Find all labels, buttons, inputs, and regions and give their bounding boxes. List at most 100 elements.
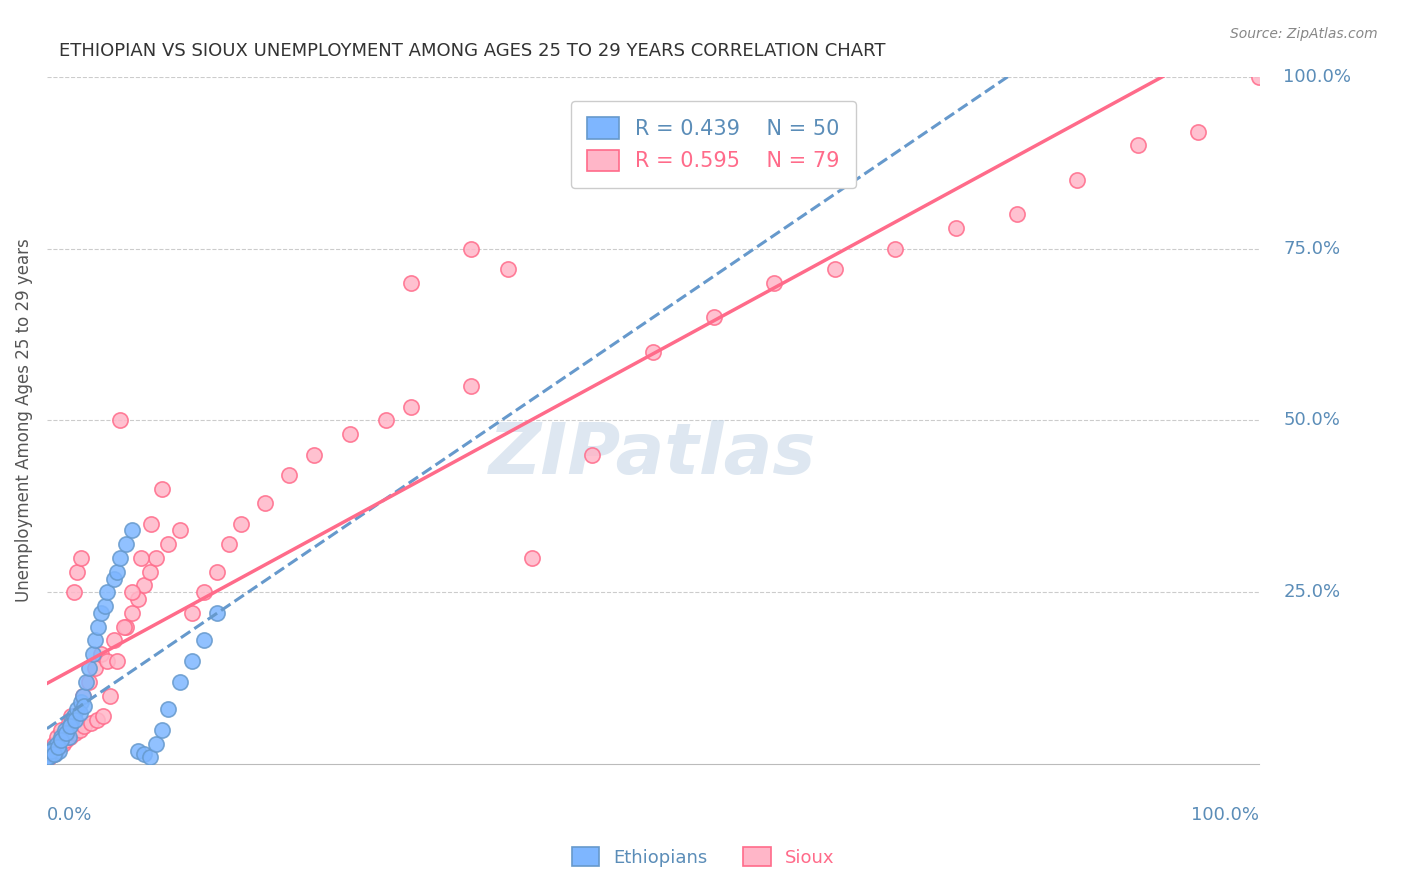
Point <box>45 730 67 744</box>
Text: 75.0%: 75.0% <box>1284 240 1340 258</box>
Point <box>44 747 66 761</box>
Point <box>96 585 118 599</box>
Point <box>58 716 80 731</box>
Point <box>1247 70 1270 84</box>
Point <box>69 551 91 566</box>
Point <box>205 565 228 579</box>
Point <box>62 585 84 599</box>
Point <box>75 674 97 689</box>
Point <box>181 654 204 668</box>
Point <box>581 448 603 462</box>
Point <box>94 599 117 613</box>
Point <box>91 709 114 723</box>
Text: 0.0%: 0.0% <box>46 805 93 823</box>
Point <box>79 661 101 675</box>
Point <box>44 740 66 755</box>
Point <box>108 551 131 566</box>
Point <box>66 702 89 716</box>
Point <box>39 747 62 761</box>
Point <box>41 747 63 761</box>
Point <box>1005 207 1028 221</box>
Point <box>763 276 786 290</box>
Point <box>157 702 180 716</box>
Point <box>84 633 107 648</box>
Text: 100.0%: 100.0% <box>1284 68 1351 86</box>
Point <box>82 647 104 661</box>
Point <box>193 633 215 648</box>
Point <box>205 606 228 620</box>
Point <box>52 737 75 751</box>
Point <box>145 551 167 566</box>
Point <box>69 706 91 720</box>
Point <box>44 743 66 757</box>
Point <box>150 482 173 496</box>
Point <box>79 674 101 689</box>
Point <box>53 723 76 737</box>
Point <box>520 551 543 566</box>
Point <box>139 565 162 579</box>
Point <box>1066 173 1088 187</box>
Point <box>59 719 82 733</box>
Point <box>72 689 94 703</box>
Point <box>73 719 96 733</box>
Point <box>55 733 77 747</box>
Point <box>42 743 65 757</box>
Point <box>169 524 191 538</box>
Legend: R = 0.439    N = 50, R = 0.595    N = 79: R = 0.439 N = 50, R = 0.595 N = 79 <box>571 101 856 188</box>
Point <box>229 516 252 531</box>
Point <box>63 713 86 727</box>
Point <box>41 743 63 757</box>
Point <box>114 620 136 634</box>
Point <box>53 730 76 744</box>
Point <box>121 524 143 538</box>
Point <box>105 654 128 668</box>
Point <box>79 716 101 731</box>
Legend: Ethiopians, Sioux: Ethiopians, Sioux <box>564 840 842 874</box>
Point <box>69 723 91 737</box>
Point <box>51 733 73 747</box>
Point <box>46 740 69 755</box>
Point <box>460 242 482 256</box>
Point <box>35 750 58 764</box>
Point <box>103 633 125 648</box>
Point <box>39 743 62 757</box>
Point <box>62 709 84 723</box>
Point <box>90 606 112 620</box>
Point <box>132 578 155 592</box>
Point <box>60 709 83 723</box>
Point <box>42 740 65 755</box>
Point <box>51 730 73 744</box>
Text: 50.0%: 50.0% <box>1284 411 1340 429</box>
Point <box>69 695 91 709</box>
Point <box>150 723 173 737</box>
Point <box>127 743 149 757</box>
Point <box>44 737 66 751</box>
Point <box>44 747 66 761</box>
Point <box>35 750 58 764</box>
Point <box>37 750 59 764</box>
Point <box>181 606 204 620</box>
Point <box>38 750 60 764</box>
Point <box>114 620 136 634</box>
Point <box>145 737 167 751</box>
Text: Source: ZipAtlas.com: Source: ZipAtlas.com <box>1230 27 1378 41</box>
Point <box>399 276 422 290</box>
Point <box>131 551 153 566</box>
Point <box>98 689 121 703</box>
Point <box>1126 138 1149 153</box>
Point <box>121 585 143 599</box>
Point <box>73 698 96 713</box>
Point <box>59 730 82 744</box>
Point <box>399 400 422 414</box>
Point <box>169 674 191 689</box>
Point <box>38 750 60 764</box>
Point <box>375 413 398 427</box>
Point <box>48 737 70 751</box>
Y-axis label: Unemployment Among Ages 25 to 29 years: Unemployment Among Ages 25 to 29 years <box>15 238 32 602</box>
Point <box>496 262 519 277</box>
Point <box>132 747 155 761</box>
Point <box>105 565 128 579</box>
Point <box>139 516 162 531</box>
Point <box>824 262 846 277</box>
Text: 100.0%: 100.0% <box>1191 805 1258 823</box>
